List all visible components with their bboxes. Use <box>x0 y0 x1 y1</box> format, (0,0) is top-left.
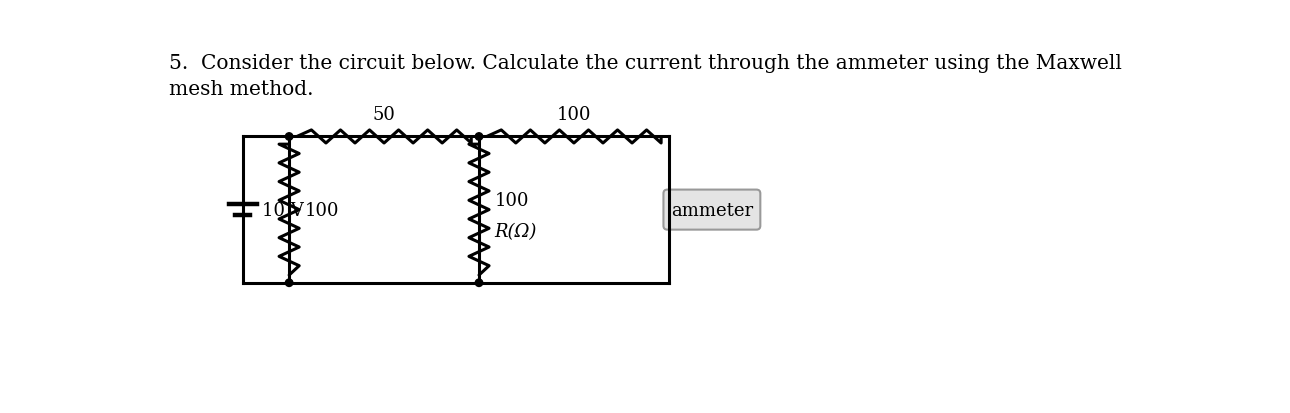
Text: R(Ω): R(Ω) <box>494 223 537 241</box>
Text: 100: 100 <box>304 201 339 219</box>
Circle shape <box>475 133 482 141</box>
Text: 5.  Consider the circuit below. Calculate the current through the ammeter using : 5. Consider the circuit below. Calculate… <box>169 54 1122 73</box>
Text: mesh method.: mesh method. <box>169 80 313 99</box>
FancyBboxPatch shape <box>663 190 760 230</box>
Text: 50: 50 <box>373 105 396 123</box>
Text: 100: 100 <box>557 105 591 123</box>
Text: 10 V: 10 V <box>262 201 303 219</box>
Circle shape <box>285 133 293 141</box>
Circle shape <box>475 279 482 287</box>
Text: ammeter: ammeter <box>671 201 753 219</box>
Circle shape <box>285 279 293 287</box>
Text: 100: 100 <box>494 192 529 210</box>
